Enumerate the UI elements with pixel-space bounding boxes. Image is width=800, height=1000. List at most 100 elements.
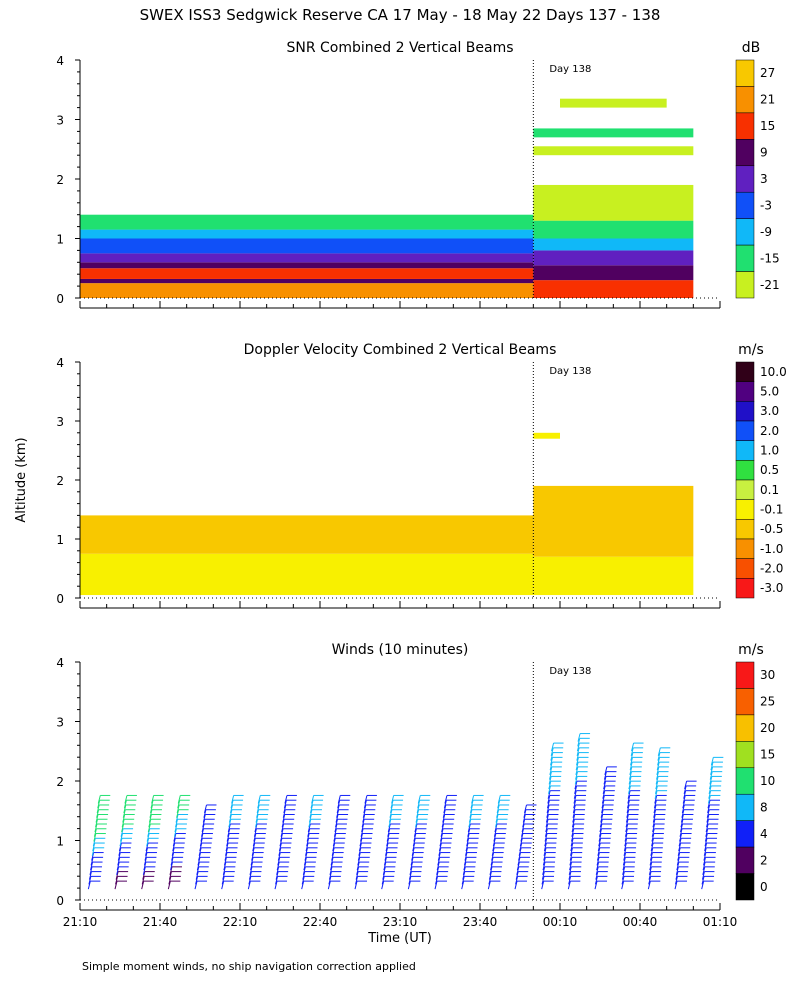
wind-barb <box>468 814 472 823</box>
wind-barb <box>200 833 204 842</box>
wind-barb <box>569 852 573 861</box>
wind-barb <box>648 876 652 885</box>
wind-barb <box>600 809 604 818</box>
wind-barb <box>492 838 496 847</box>
wind-barb <box>415 819 418 828</box>
colorbar-swatch <box>735 440 755 461</box>
wind-barb <box>198 847 202 856</box>
wind-barb <box>571 819 575 828</box>
wind-barb <box>282 809 286 818</box>
wind-barb <box>491 847 495 856</box>
wind-barb <box>283 800 287 809</box>
wind-barb <box>327 881 331 890</box>
wind-barb <box>650 842 654 852</box>
wind-barb <box>683 785 687 795</box>
wind-barb <box>594 881 598 890</box>
wind-barb <box>654 790 658 799</box>
wind-barb <box>201 823 205 833</box>
wind-barb <box>252 842 256 852</box>
colorbar-label: -2.0 <box>760 562 783 576</box>
wind-barb <box>629 766 633 776</box>
colorbar-swatch <box>735 165 755 193</box>
x-tick-label: 22:40 <box>303 915 338 929</box>
wind-barb <box>301 881 305 890</box>
wind-barb <box>577 738 581 747</box>
wind-barb <box>417 800 421 809</box>
wind-barb <box>96 809 100 818</box>
wind-barb <box>518 847 522 856</box>
wind-barb <box>227 828 231 837</box>
wind-barb <box>488 876 492 885</box>
wind-barb <box>516 861 520 871</box>
wind-barb <box>471 795 475 804</box>
wind-barb <box>656 762 660 771</box>
wind-barb <box>573 795 577 804</box>
wind-barb <box>301 876 305 885</box>
wind-barb <box>226 833 230 842</box>
wind-barb <box>702 866 706 875</box>
wind-barb <box>255 814 259 823</box>
wind-barb <box>177 795 181 804</box>
wind-barb <box>679 828 683 837</box>
wind-barb <box>412 838 416 847</box>
wind-barb <box>684 781 688 790</box>
wind-barb <box>282 814 286 823</box>
wind-barb <box>173 828 177 837</box>
wind-barb <box>438 842 442 852</box>
x-axis-label: Time (UT) <box>367 931 432 946</box>
wind-barb <box>199 842 203 852</box>
wind-barb <box>94 823 98 833</box>
wind-barb <box>354 881 358 890</box>
wind-barb <box>93 828 97 837</box>
wind-barb <box>331 847 335 856</box>
wind-barb <box>224 852 228 861</box>
colorbar-label: 3.0 <box>760 404 779 418</box>
wind-barb <box>362 809 366 818</box>
heatmap-cell <box>533 184 694 221</box>
wind-barb <box>621 881 625 890</box>
wind-barb <box>305 847 309 856</box>
colorbar-swatch <box>735 420 755 441</box>
heatmap-cell <box>80 268 534 279</box>
wind-barb <box>225 847 229 856</box>
colorbar-swatch <box>735 86 755 114</box>
panel-1: SNR Combined 2 Vertical Beams 0 1 2 3 4 Day 13… <box>56 40 780 309</box>
wind-barb <box>252 838 256 847</box>
heatmap-cell <box>533 128 694 138</box>
wind-barb <box>88 871 92 880</box>
wind-barb <box>521 828 525 837</box>
wind-barb <box>497 795 501 804</box>
wind-barb <box>333 828 337 837</box>
wind-barb <box>229 809 233 818</box>
heatmap-cell <box>80 229 534 239</box>
wind-barb <box>710 757 714 766</box>
colorbar-swatch <box>735 460 755 481</box>
wind-barb <box>434 881 438 890</box>
wind-barb <box>89 866 93 875</box>
wind-barb <box>628 776 632 785</box>
wind-barb <box>309 809 313 818</box>
wind-barb <box>572 804 576 814</box>
wind-barb <box>305 842 309 852</box>
y-tick-label: 2 <box>56 775 64 789</box>
wind-barb <box>622 857 626 866</box>
wind-barb <box>177 800 181 809</box>
wind-barb <box>170 861 174 871</box>
wind-barb <box>360 828 364 837</box>
x-tick-label: 01:10 <box>703 915 738 929</box>
wind-barb <box>657 747 661 756</box>
wind-barb <box>461 876 465 885</box>
wind-barb <box>470 800 474 809</box>
wind-barb <box>196 861 200 871</box>
wind-barb <box>651 828 655 837</box>
wind-barb <box>257 795 261 804</box>
wind-barb <box>304 852 308 861</box>
y-tick-label: 3 <box>56 114 64 128</box>
wind-barb <box>623 842 627 852</box>
heatmap-cell <box>533 220 694 239</box>
wind-barb <box>631 742 635 752</box>
panel-title: SNR Combined 2 Vertical Beams <box>286 40 513 56</box>
wind-barb <box>709 771 713 780</box>
wind-barb <box>653 800 657 809</box>
day-marker-label: Day 138 <box>549 666 591 677</box>
